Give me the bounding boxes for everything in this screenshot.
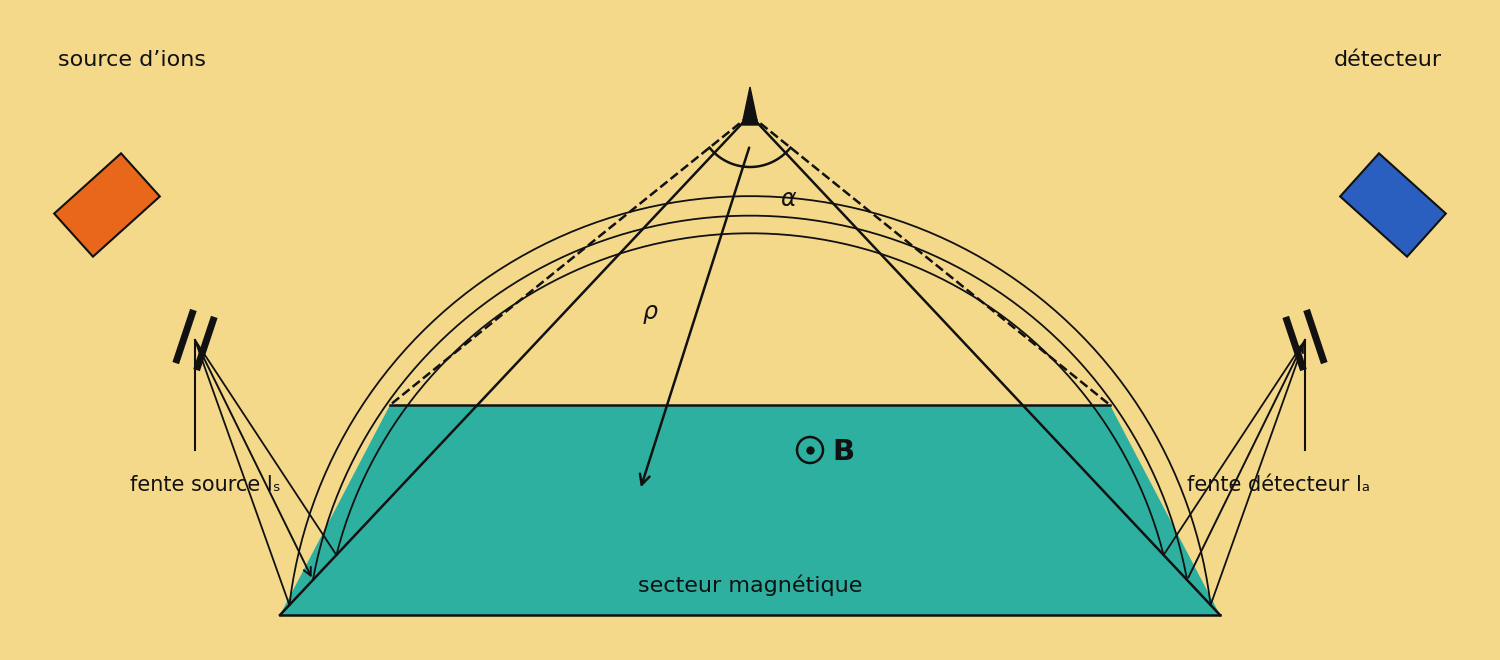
Text: fente détecteur lₐ: fente détecteur lₐ [1186,475,1370,495]
Text: ρ: ρ [642,300,657,324]
Text: fente source lₛ: fente source lₛ [130,475,280,495]
Text: α: α [780,187,795,211]
Polygon shape [280,405,1220,615]
Polygon shape [1340,153,1446,257]
Text: détecteur: détecteur [1334,50,1442,70]
Polygon shape [742,87,758,125]
Polygon shape [54,153,160,257]
Text: source d’ions: source d’ions [58,50,206,70]
Text: secteur magnétique: secteur magnétique [638,574,862,596]
Text: B: B [833,438,854,466]
